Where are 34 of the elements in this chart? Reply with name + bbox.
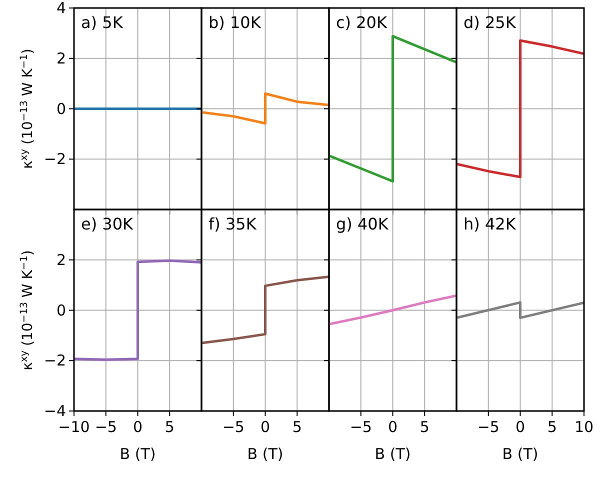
x-tick-label: −5: [94, 418, 117, 436]
y-tick-label: 2: [56, 250, 66, 269]
y-tick-label: −2: [44, 352, 66, 370]
x-tick-label: 5: [164, 418, 174, 436]
x-tick-label: 0: [260, 418, 270, 436]
y-tick-label: −2: [44, 150, 66, 168]
y-tick-label: 0: [56, 301, 66, 320]
x-tick-label: −5: [477, 418, 500, 436]
chart-title: b) 10K: [208, 13, 262, 32]
x-tick-label: −5: [350, 418, 372, 436]
x-tick-label: −5: [222, 418, 244, 436]
y-tick-label: −4: [44, 402, 66, 420]
x-axis-title: B (T): [120, 445, 156, 463]
y-tick-label: 0: [56, 100, 66, 118]
y-tick-label: 2: [56, 49, 66, 68]
chart-title: f) 35K: [208, 214, 257, 234]
x-tick-label: 5: [292, 418, 302, 436]
x-tick-label: 5: [420, 418, 430, 436]
x-tick-label: 0: [388, 418, 398, 436]
chart-title: d) 25K: [464, 13, 516, 32]
chart-title: e) 30K: [81, 214, 134, 234]
x-axis-title: B (T): [374, 445, 411, 463]
x-tick-label: 0: [515, 418, 526, 436]
x-axis-title: B (T): [247, 445, 284, 463]
chart-title: a) 5K: [81, 13, 124, 32]
y-tick-label: 4: [56, 0, 66, 17]
chart-title: g) 40K: [336, 214, 389, 234]
chart-title: c) 20K: [336, 13, 388, 32]
chart-title: h) 42K: [464, 214, 516, 234]
x-tick-label: 5: [547, 418, 557, 436]
x-tick-label: −10: [58, 418, 90, 436]
x-tick-label: 0: [132, 418, 143, 436]
x-tick-label: 10: [574, 418, 594, 436]
x-axis-title: B (T): [502, 445, 538, 463]
